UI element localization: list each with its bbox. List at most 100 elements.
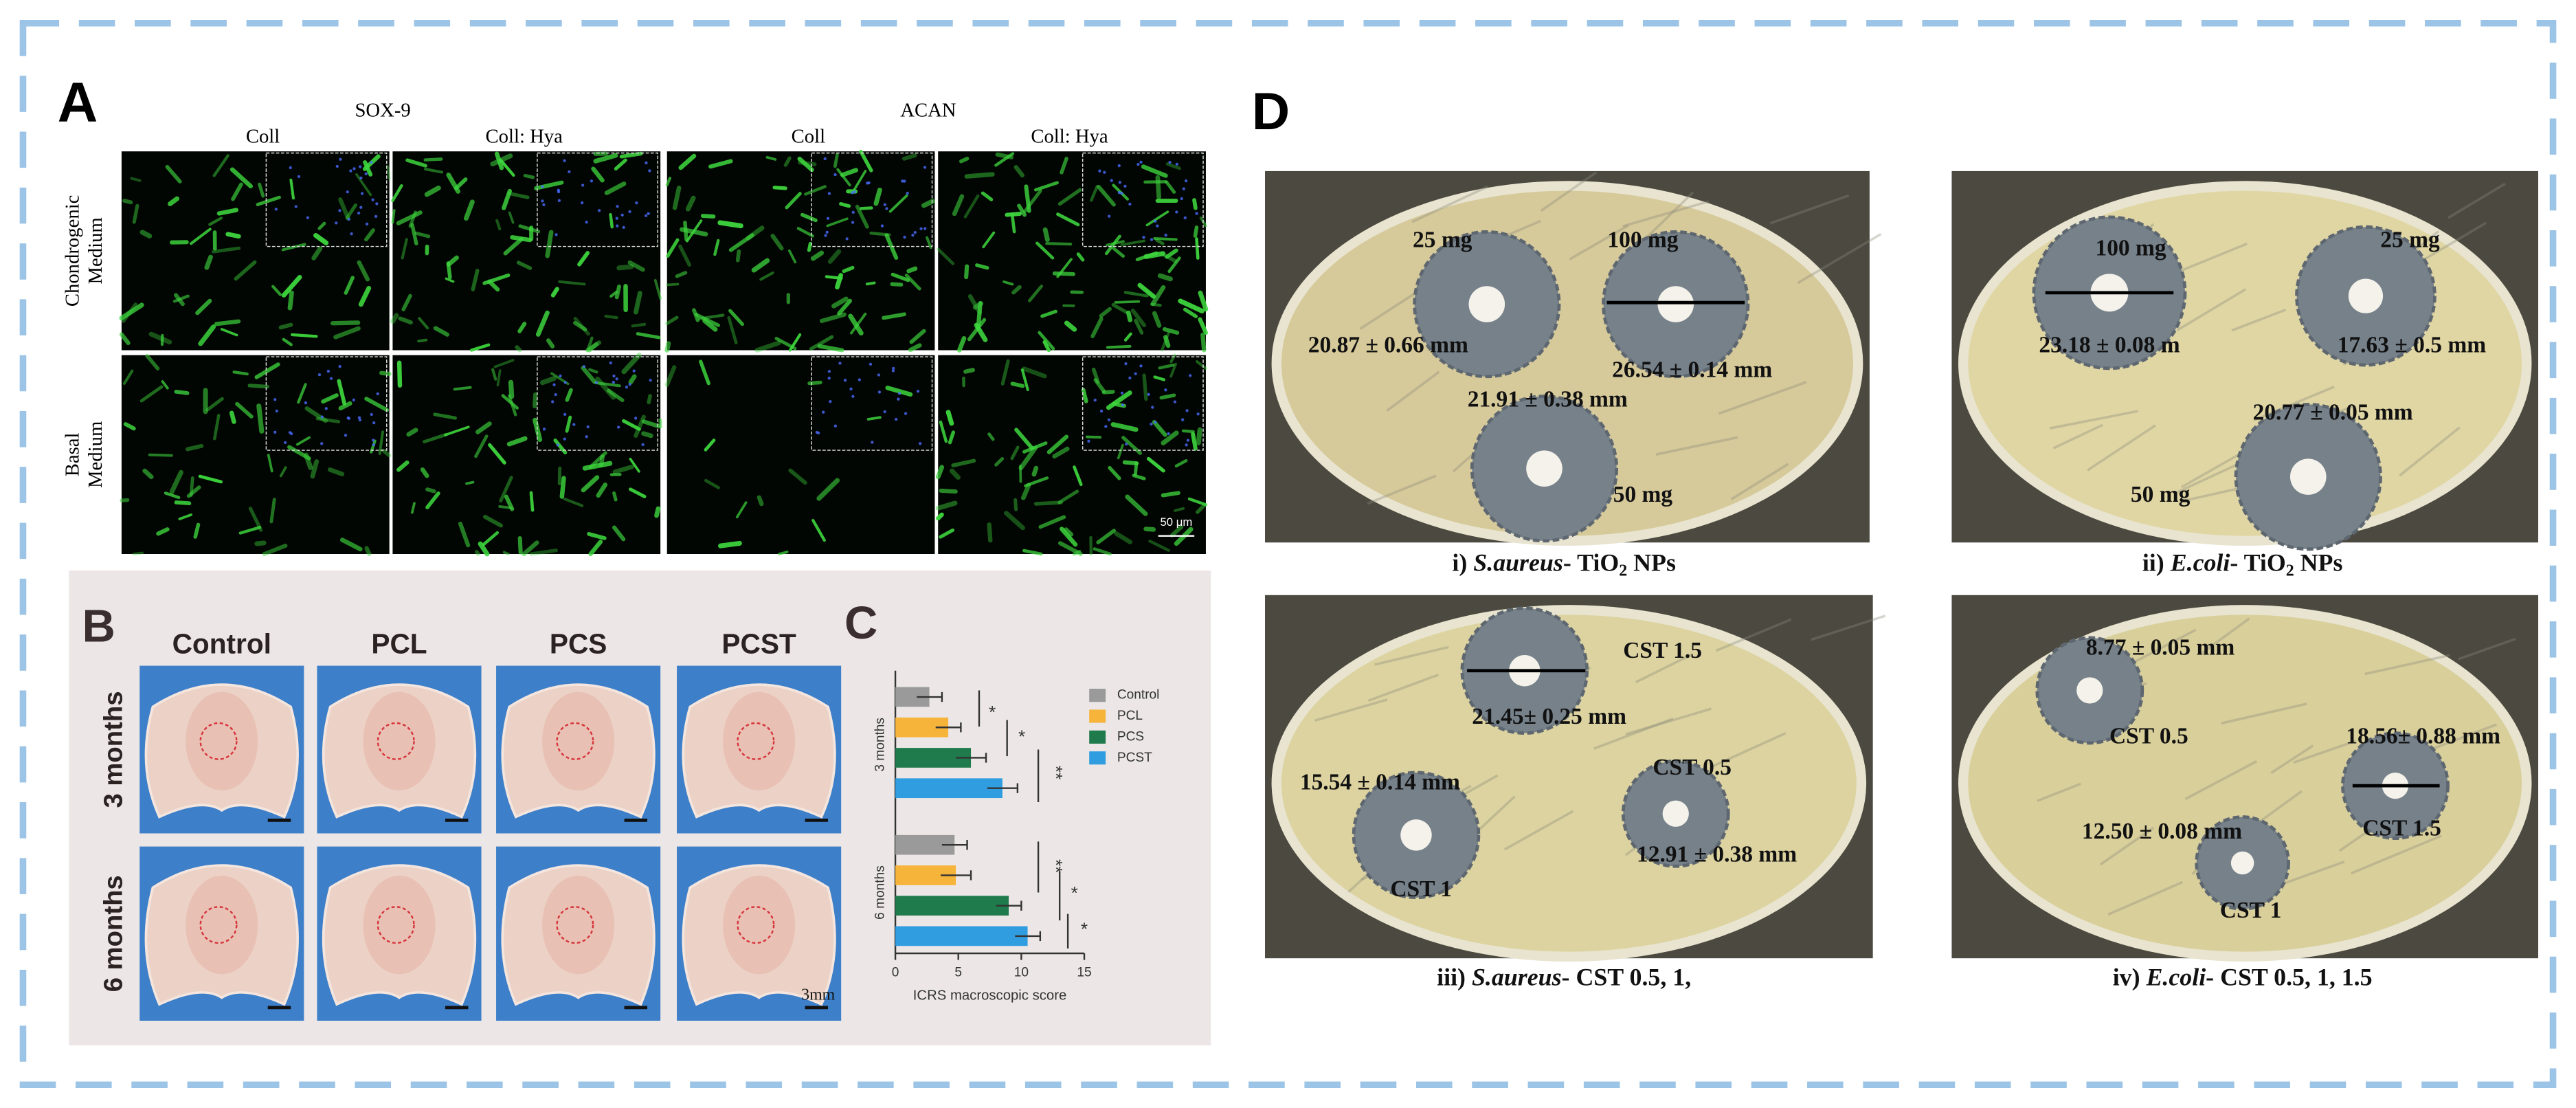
cell-signal	[506, 436, 528, 447]
x-tick-label: 5	[954, 966, 962, 980]
cell-signal	[816, 478, 840, 501]
cell-signal	[212, 246, 241, 254]
cell-signal	[598, 454, 605, 468]
nucleus-dot	[294, 205, 298, 208]
cell-signal	[198, 474, 223, 484]
cell-signal	[852, 170, 867, 192]
cell-signal	[295, 436, 311, 446]
row-label: ChondrogenicMedium	[61, 195, 106, 307]
cell-signal	[1081, 388, 1088, 403]
cell-signal	[1057, 489, 1079, 505]
cell-signal	[1123, 291, 1149, 298]
nucleus-dot	[826, 217, 830, 220]
nucleus-dot	[615, 217, 618, 220]
cell-signal	[951, 458, 976, 467]
cell-signal	[321, 393, 339, 404]
cell-signal	[1033, 500, 1063, 506]
cell-signal	[565, 388, 573, 402]
cell-signal	[518, 224, 541, 234]
bacterial-streak	[1712, 732, 1787, 768]
column-header: PCL	[371, 628, 427, 660]
nucleus-dot	[632, 369, 636, 373]
cell-signal	[702, 318, 718, 332]
nucleus-dot	[615, 377, 618, 381]
nucleus-dot	[815, 430, 819, 434]
cell-signal	[229, 410, 236, 424]
cell-signal	[622, 419, 641, 431]
nucleus-dot	[918, 442, 922, 445]
defect-marker	[556, 722, 594, 760]
nucleus-dot	[346, 190, 349, 194]
nucleus-dot	[1093, 398, 1097, 402]
cell-signal	[826, 217, 849, 228]
plate-caption: i) S.aureus- TiO2 NPs	[1452, 549, 1676, 580]
nucleus-dot	[849, 387, 853, 391]
cell-signal	[1003, 280, 1014, 286]
cell-signal	[190, 228, 212, 245]
cell-signal	[1130, 308, 1147, 328]
cell-signal	[418, 317, 429, 330]
cell-signal	[1046, 434, 1069, 454]
cell-signal	[1042, 340, 1051, 353]
cell-signal	[378, 430, 384, 455]
cell-signal	[1146, 456, 1165, 473]
cell-signal	[964, 264, 970, 280]
cell-signal	[1148, 540, 1170, 552]
nucleus-dot	[359, 176, 363, 180]
cell-signal	[1163, 335, 1171, 348]
cell-signal	[831, 296, 849, 309]
nucleus-dot	[1164, 233, 1167, 237]
cell-signal	[410, 502, 416, 514]
nucleus-dot	[590, 179, 594, 183]
cell-signal	[1110, 422, 1139, 432]
cell-signal	[609, 212, 614, 229]
nucleus-dot	[372, 443, 375, 447]
cell-signal	[396, 460, 410, 472]
bacterial-streak	[2037, 782, 2081, 802]
bacterial-streak	[2364, 654, 2451, 676]
cell-signal	[1085, 435, 1102, 439]
cell-signal	[1152, 419, 1167, 437]
zone-label: 12.50 ± 0.08 mm	[2082, 819, 2242, 844]
caption-suffix: NPs	[1627, 549, 1676, 577]
cell-signal	[765, 155, 777, 161]
cell-signal	[783, 156, 792, 167]
cell-signal	[550, 287, 559, 298]
cell-signal	[1183, 307, 1198, 318]
cell-signal	[145, 353, 160, 370]
nucleus-dot	[559, 374, 562, 378]
nucleus-dot	[851, 221, 855, 224]
significance-mark: **	[1046, 859, 1066, 873]
caption-prefix: i)	[1452, 549, 1467, 577]
cell-signal	[161, 380, 169, 390]
cell-signal	[672, 186, 682, 210]
cell-signal	[311, 246, 323, 261]
bacterial-streak	[1374, 645, 1449, 666]
cell-signal	[1111, 302, 1128, 314]
cell-signal	[142, 468, 154, 480]
cell-signal	[444, 425, 470, 436]
cell-signal	[1090, 316, 1104, 339]
zone-label: 25 mg	[2380, 227, 2440, 252]
legend-label: PCST	[1117, 751, 1152, 765]
nucleus-dot	[370, 412, 373, 417]
cell-signal	[909, 329, 926, 344]
nucleus-dot	[304, 401, 308, 405]
cell-signal	[364, 228, 375, 242]
cell-signal	[499, 476, 513, 503]
nucleus-dot	[635, 201, 638, 205]
cell-signal	[193, 522, 201, 539]
nucleus-dot	[274, 208, 278, 211]
cell-signal	[281, 274, 302, 298]
cell-signal	[1093, 547, 1112, 556]
cell-signal	[417, 338, 428, 343]
nucleus-dot	[541, 199, 544, 203]
plate-caption: iv) E.coli- CST 0.5, 1, 1.5	[2113, 963, 2373, 990]
nucleus-dot	[585, 221, 588, 224]
nucleus-dot	[1185, 409, 1189, 412]
nucleus-dot	[289, 432, 293, 436]
cell-signal	[178, 513, 193, 520]
nucleus-dot	[823, 157, 827, 161]
cell-signal	[957, 335, 967, 353]
